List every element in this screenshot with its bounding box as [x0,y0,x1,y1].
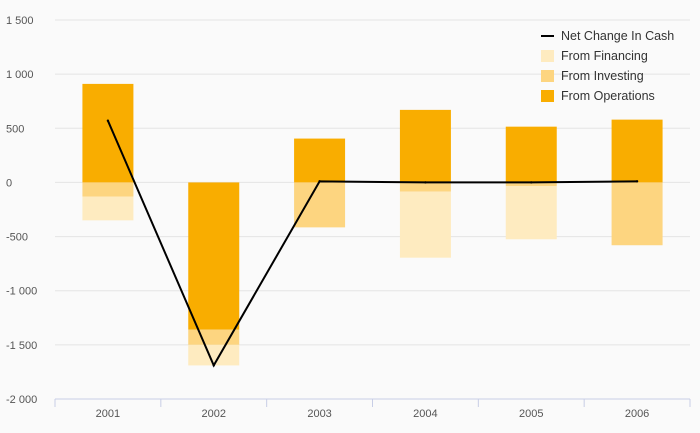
x-tick-label: 2001 [96,408,120,420]
y-tick-label: 0 [6,177,12,189]
net-change-point-2005 [530,181,533,184]
y-tick-label: 500 [6,123,24,135]
net-change-point-2006 [635,180,639,183]
bar-from-financing-2004 [399,191,451,258]
bar-from-investing-2001 [82,182,134,197]
bar-from-operations-2002 [188,182,240,330]
net-change-point-2004 [424,181,427,184]
y-axis: -2 000 -1 500 -1 000 -500 0 500 1 000 1 500 [6,15,37,406]
bar-from-operations-2004 [399,109,451,183]
net-change-point-2003 [318,180,321,183]
bar-from-financing-2005 [505,186,557,240]
y-tick-label: -1 500 [6,340,37,352]
legend-label-from-financing: From Financing [561,49,648,63]
y-tick-label: 1 500 [6,15,34,27]
bar-from-operations-2001 [82,83,134,183]
y-tick-label: 1 000 [6,69,34,81]
net-change-line-series [106,119,639,368]
y-tick-label: -2 000 [6,394,37,406]
y-tick-label: -1 000 [6,286,37,298]
bar-from-operations-2003 [294,138,346,183]
x-axis: 2001 2002 2003 2004 2005 2006 [54,398,691,420]
x-tick-label: 2006 [625,408,649,420]
x-tick-label: 2005 [519,408,543,420]
legend-label-from-operations: From Operations [561,89,655,103]
legend-swatch-from-financing [541,50,554,62]
bar-from-financing-2002 [188,344,240,366]
net-change-point-2001 [106,119,110,122]
bar-from-financing-2001 [82,196,134,221]
bar-series [82,83,663,366]
legend: Net Change In Cash From Financing From Inv… [541,29,674,103]
net-change-point-2002 [212,364,215,367]
bar-from-investing-2004 [399,182,451,192]
bar-from-investing-2003 [294,182,346,228]
bar-from-investing-2002 [188,329,240,345]
legend-swatch-from-operations [541,90,554,102]
legend-label-net-change-in-cash: Net Change In Cash [561,29,674,43]
x-tick-label: 2004 [413,408,437,420]
x-tick-label: 2002 [202,408,226,420]
y-tick-label: -500 [6,232,28,244]
legend-swatch-from-investing [541,70,554,82]
bar-from-operations-2006 [611,119,663,183]
legend-label-from-investing: From Investing [561,69,644,83]
bar-from-operations-2005 [505,126,557,183]
net-change-line [106,120,638,368]
x-tick-label: 2003 [307,408,331,420]
bar-from-investing-2006 [611,182,663,246]
bar-from-investing-2005 [505,182,557,187]
